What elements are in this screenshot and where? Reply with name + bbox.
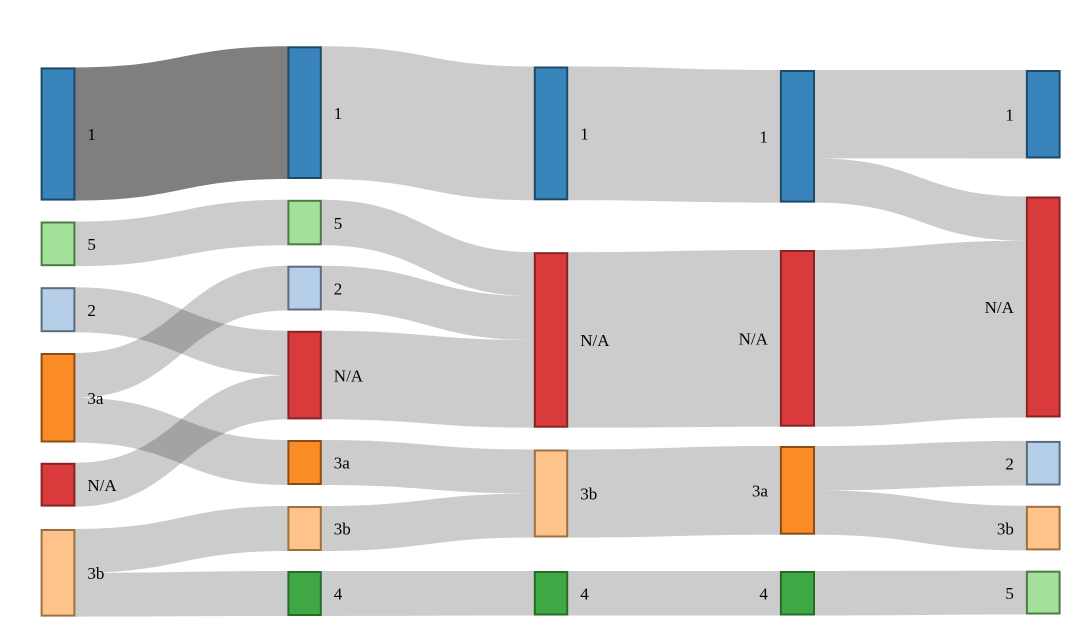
svg-text:3b: 3b [334, 520, 351, 539]
svg-text:4: 4 [334, 585, 343, 604]
svg-text:N/A: N/A [334, 366, 364, 385]
svg-text:2: 2 [87, 301, 96, 320]
svg-text:1: 1 [759, 128, 768, 147]
svg-text:1: 1 [1005, 105, 1014, 124]
svg-text:N/A: N/A [739, 330, 769, 349]
svg-text:3b: 3b [580, 485, 597, 504]
svg-text:5: 5 [334, 214, 343, 233]
svg-text:N/A: N/A [87, 476, 117, 495]
svg-text:1: 1 [87, 125, 96, 144]
svg-text:2: 2 [334, 279, 343, 298]
svg-text:3a: 3a [752, 482, 769, 501]
svg-text:3a: 3a [334, 454, 351, 473]
svg-text:N/A: N/A [985, 298, 1015, 317]
svg-text:3b: 3b [997, 519, 1014, 538]
svg-text:3a: 3a [87, 389, 104, 408]
svg-text:4: 4 [580, 584, 589, 603]
svg-text:5: 5 [1005, 584, 1014, 603]
svg-text:4: 4 [759, 584, 768, 603]
svg-text:5: 5 [87, 235, 96, 254]
svg-text:2: 2 [1005, 454, 1014, 473]
svg-text:N/A: N/A [580, 331, 610, 350]
svg-text:3b: 3b [87, 564, 104, 583]
svg-text:1: 1 [334, 104, 343, 123]
svg-text:1: 1 [580, 125, 589, 144]
